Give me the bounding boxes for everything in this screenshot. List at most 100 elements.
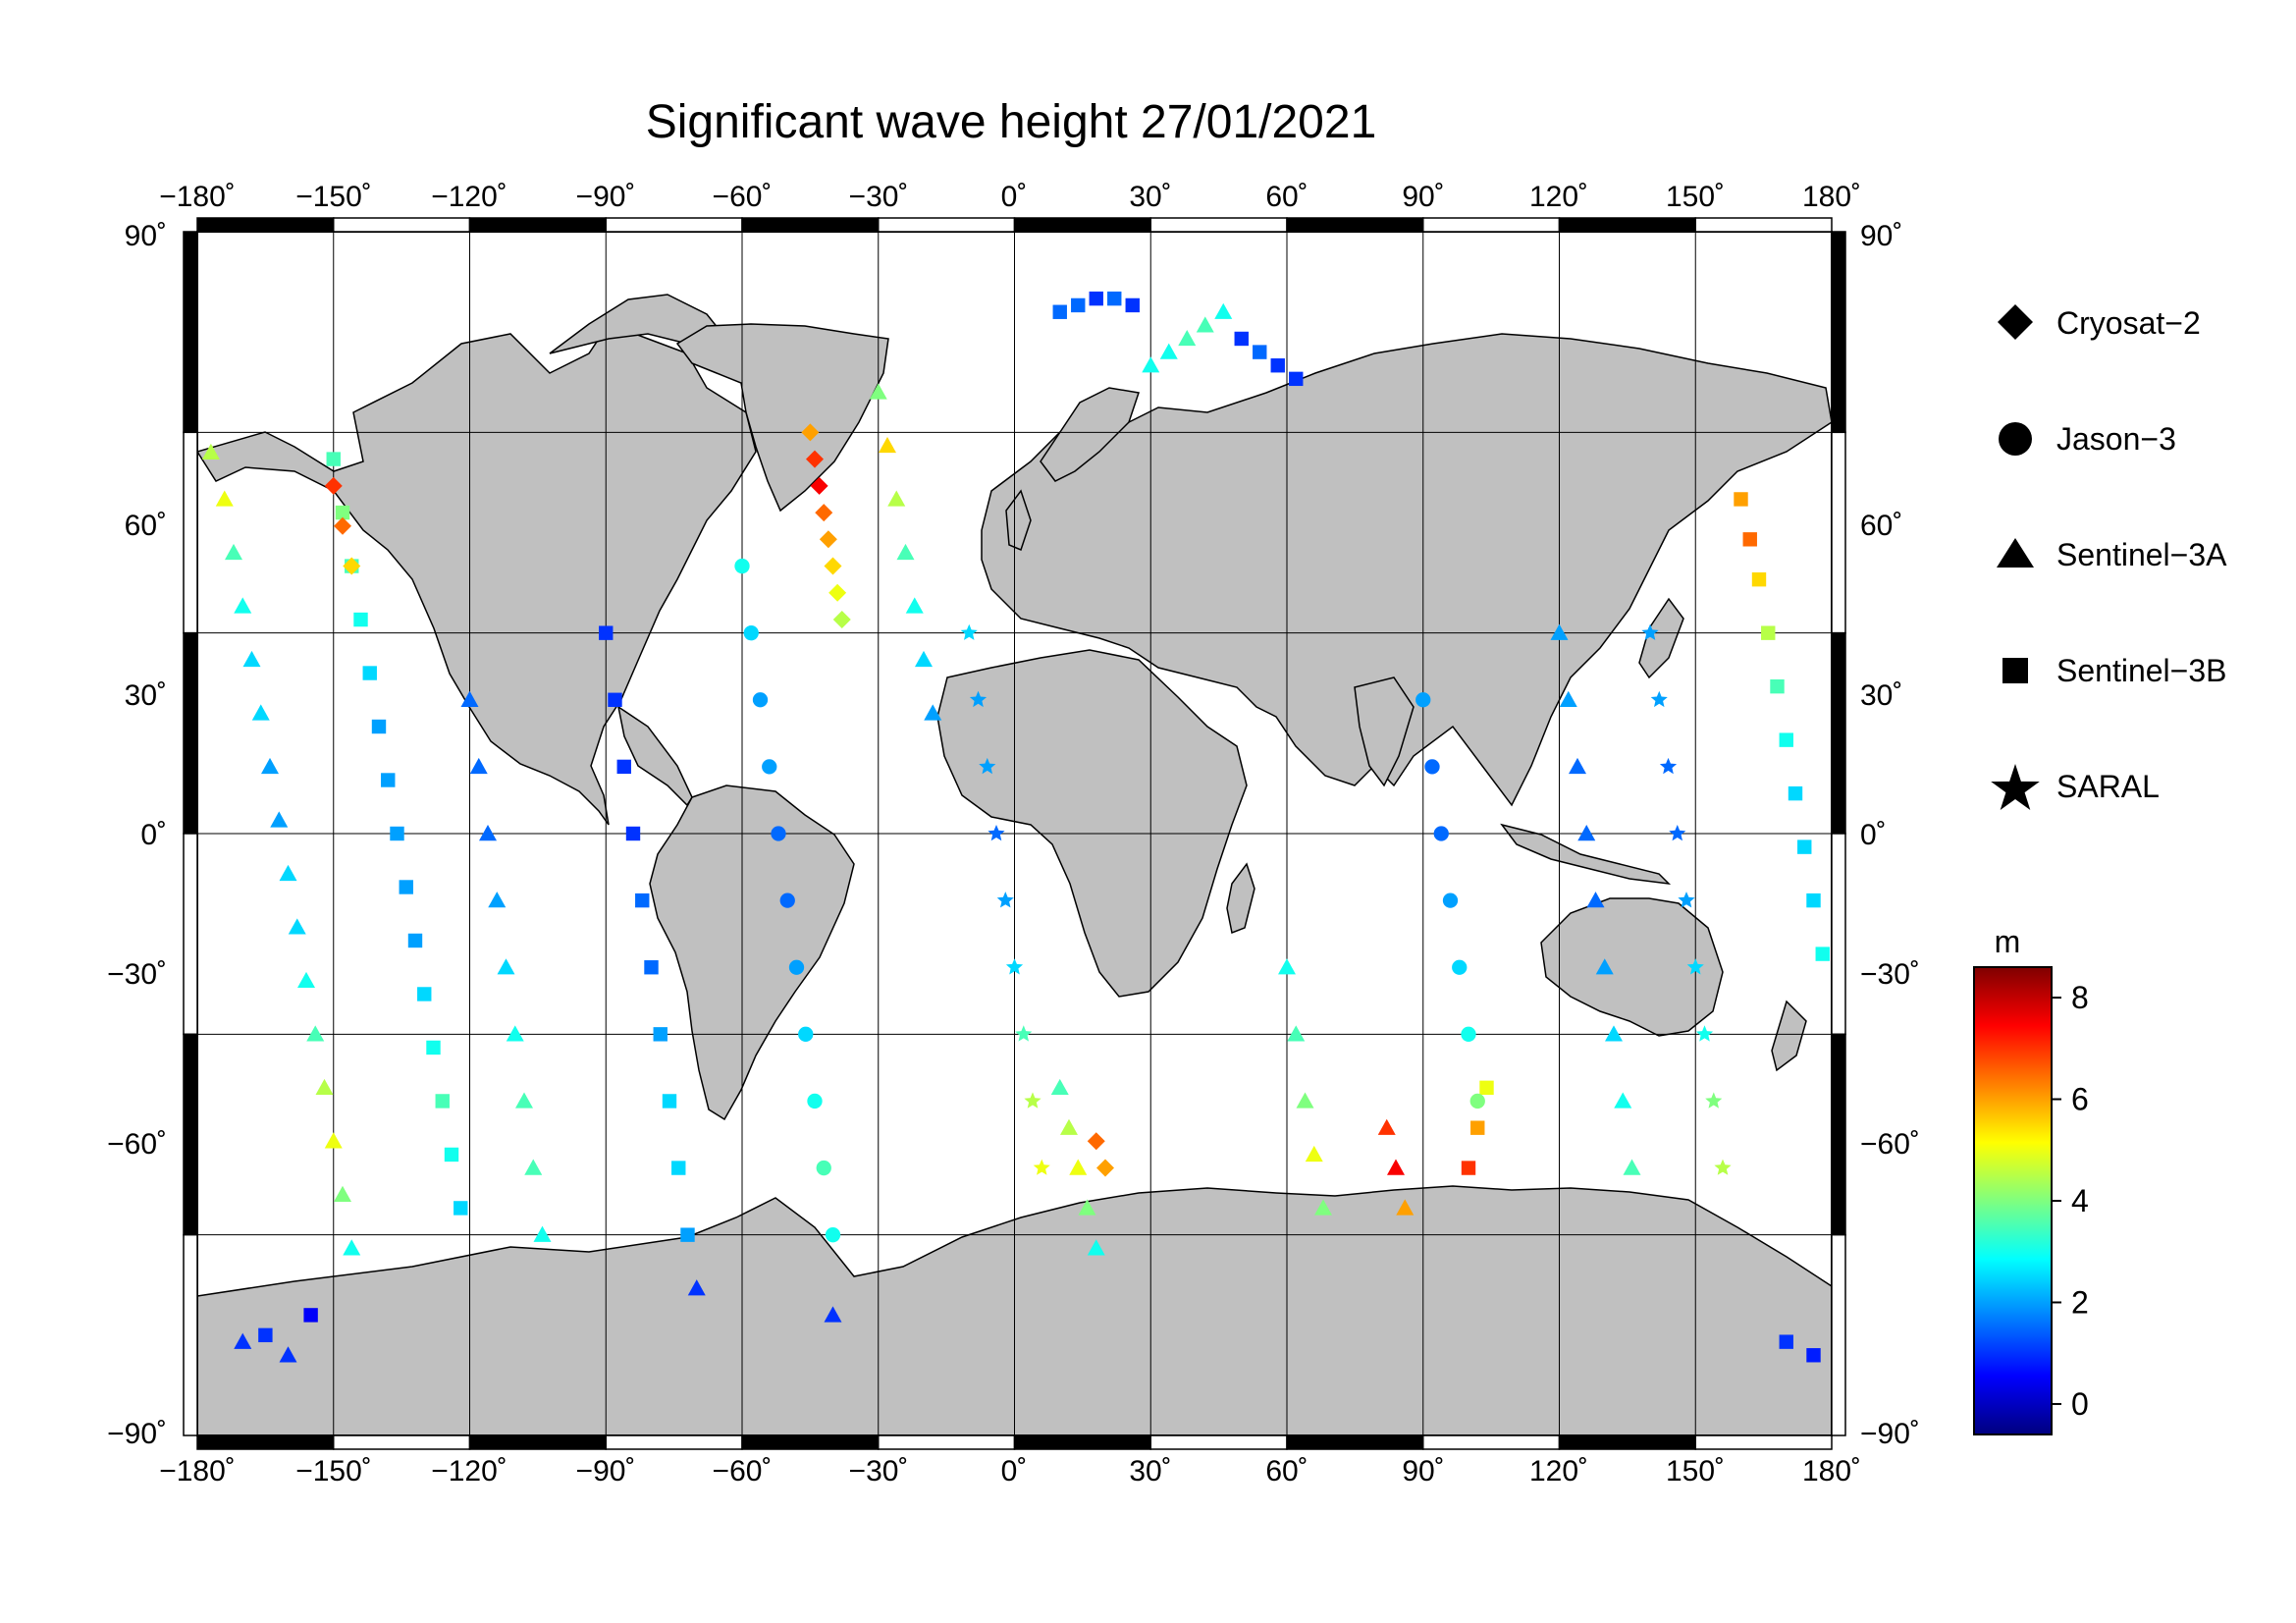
frame-segment-top: [1149, 217, 1288, 233]
swh-point-sentinel-3a: [1060, 1118, 1078, 1135]
lat-tick-right: 0˚: [1860, 819, 1887, 851]
swh-point-cryosat-2: [806, 450, 824, 468]
swh-point-sentinel-3a: [469, 757, 488, 775]
map-area: [196, 231, 1833, 1436]
swh-point-sentinel-3b: [1815, 947, 1830, 961]
frame-segment-top: [333, 217, 471, 233]
swh-point-cryosat-2: [324, 476, 343, 495]
swh-point-sentinel-3b: [454, 1201, 468, 1216]
swh-point-sentinel-3b: [616, 759, 631, 775]
swh-point-sentinel-3a: [824, 1306, 842, 1323]
swh-point-sentinel-3a: [488, 892, 507, 908]
frame-segment-left: [183, 631, 198, 835]
colorbar-tick-label: 4: [2071, 1183, 2089, 1218]
colorbar-tick-label: 0: [2071, 1386, 2089, 1422]
frame-segment-right: [1831, 231, 1846, 434]
swh-point-jason-3: [1424, 759, 1440, 775]
lon-tick-bottom: −150˚: [295, 1455, 372, 1488]
swh-point-sentinel-3a: [225, 543, 242, 561]
lon-tick-top: −60˚: [713, 181, 773, 213]
frame-segment-right: [1831, 833, 1846, 1036]
frame-segment-left: [183, 1033, 198, 1236]
frame-segment-bottom: [468, 1434, 607, 1450]
swh-point-sentinel-3a: [887, 490, 906, 507]
swh-point-sentinel-3b: [1125, 298, 1140, 313]
legend-marker-circle: [1999, 422, 2032, 456]
lon-tick-top: −120˚: [431, 181, 507, 213]
swh-point-sentinel-3a: [1577, 825, 1596, 841]
land-madagascar: [1226, 862, 1255, 935]
swh-point-sentinel-3a: [1623, 1159, 1641, 1175]
land-uk: [1005, 489, 1032, 552]
swh-point-saral: [1033, 1159, 1050, 1175]
frame-segment-top: [1286, 217, 1424, 233]
swh-point-sentinel-3b: [599, 625, 614, 640]
swh-point-sentinel-3a: [497, 958, 515, 975]
colorbar-ticks: 0 2 4 6 8: [2052, 980, 2089, 1422]
swh-point-sentinel-3a: [1559, 690, 1577, 707]
swh-point-sentinel-3a: [251, 704, 270, 721]
swh-point-cryosat-2: [810, 476, 828, 495]
legend-marker-square: [2002, 658, 2028, 683]
swh-point-sentinel-3a: [1569, 757, 1586, 775]
swh-point-sentinel-3a: [324, 1132, 343, 1149]
swh-point-sentinel-3a: [1178, 329, 1197, 347]
frame-segment-left: [183, 431, 198, 634]
land-india: [1354, 676, 1415, 787]
frame-segment-top: [741, 217, 880, 233]
land-japan: [1638, 597, 1684, 679]
swh-point-sentinel-3a: [315, 1078, 334, 1096]
swh-point-jason-3: [798, 1026, 814, 1042]
lat-tick-left: −60˚: [107, 1128, 167, 1161]
frame-segment-bottom: [878, 1434, 1016, 1450]
swh-point-sentinel-3b: [444, 1147, 459, 1163]
swh-point-sentinel-3a: [1287, 1025, 1306, 1042]
swh-point-sentinel-3a: [1087, 1239, 1105, 1256]
swh-point-sentinel-3b: [1052, 304, 1067, 319]
swh-point-sentinel-3b: [335, 505, 350, 520]
swh-point-saral: [1714, 1159, 1732, 1175]
lon-tick-bottom: −60˚: [713, 1455, 773, 1488]
frame-segment-top: [1422, 217, 1561, 233]
swh-point-jason-3: [788, 959, 805, 975]
swh-point-sentinel-3b: [1797, 839, 1812, 854]
swh-points: [201, 291, 1830, 1363]
swh-point-jason-3: [743, 625, 759, 641]
swh-point-sentinel-3b: [608, 692, 622, 707]
swh-point-sentinel-3a: [261, 757, 279, 775]
lon-tick-top: 30˚: [1129, 181, 1171, 213]
swh-point-cryosat-2: [343, 557, 361, 575]
swh-point-sentinel-3b: [1761, 625, 1776, 640]
colorbar-tick-label: 8: [2071, 980, 2089, 1015]
swh-point-sentinel-3b: [671, 1161, 686, 1175]
swh-point-sentinel-3a: [279, 864, 297, 882]
graticule: [197, 232, 1832, 1435]
swh-point-sentinel-3a: [1142, 356, 1160, 373]
swh-point-sentinel-3b: [353, 612, 368, 627]
swh-point-jason-3: [734, 558, 750, 574]
swh-point-sentinel-3a: [297, 971, 315, 989]
lon-tick-bottom: 180˚: [1802, 1455, 1861, 1488]
swh-point-saral: [960, 623, 978, 640]
swh-point-saral: [988, 825, 1005, 841]
legend-label: Cryosat−2: [2056, 305, 2201, 341]
swh-point-saral: [1005, 958, 1024, 975]
swh-point-sentinel-3a: [915, 650, 933, 668]
swh-point-sentinel-3a: [869, 383, 887, 400]
swh-point-sentinel-3b: [625, 826, 641, 841]
swh-point-sentinel-3b: [1742, 532, 1757, 547]
swh-point-sentinel-3a: [306, 1025, 325, 1042]
swh-point-sentinel-3a: [279, 1346, 297, 1363]
colorbar-unit: m: [1995, 924, 2021, 959]
lat-tick-left: 0˚: [140, 819, 167, 851]
frame-segment-top: [1013, 217, 1151, 233]
frame-segment-top: [1558, 217, 1696, 233]
swh-point-jason-3: [1461, 1026, 1476, 1042]
swh-point-sentinel-3b: [407, 933, 423, 948]
swh-point-sentinel-3b: [390, 826, 404, 841]
swh-point-jason-3: [1415, 692, 1431, 708]
swh-point-sentinel-3a: [533, 1225, 552, 1242]
swh-point-sentinel-3b: [1788, 785, 1803, 801]
swh-point-sentinel-3a: [515, 1092, 533, 1109]
lat-tick-right: 90˚: [1860, 220, 1902, 252]
